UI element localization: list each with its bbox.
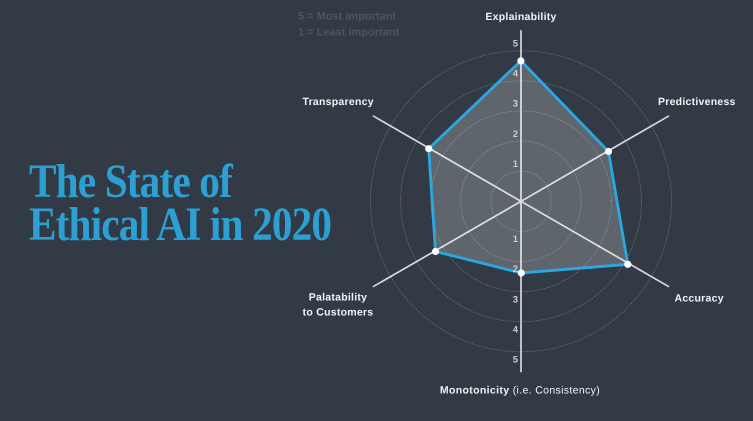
svg-text:1: 1	[513, 234, 519, 245]
svg-text:2: 2	[513, 129, 518, 140]
svg-text:4: 4	[513, 69, 519, 80]
svg-text:Accuracy: Accuracy	[675, 293, 724, 305]
svg-text:Predictiveness: Predictiveness	[658, 96, 736, 108]
svg-text:Palatability: Palatability	[309, 292, 367, 304]
svg-text:4: 4	[513, 324, 519, 335]
svg-text:to Customers: to Customers	[303, 306, 374, 318]
svg-text:2: 2	[513, 264, 518, 275]
svg-text:Explainability: Explainability	[485, 11, 556, 23]
svg-text:5: 5	[513, 355, 519, 366]
svg-text:Transparency: Transparency	[303, 96, 374, 108]
svg-text:1 = Least important: 1 = Least important	[298, 27, 400, 39]
svg-text:3: 3	[513, 99, 518, 110]
svg-text:3: 3	[513, 294, 518, 305]
svg-text:1: 1	[513, 159, 519, 170]
svg-text:Monotonicity (i.e. Consistency: Monotonicity (i.e. Consistency)	[440, 385, 600, 397]
svg-text:5: 5	[513, 39, 519, 50]
svg-text:5 = Most important: 5 = Most important	[298, 11, 396, 23]
